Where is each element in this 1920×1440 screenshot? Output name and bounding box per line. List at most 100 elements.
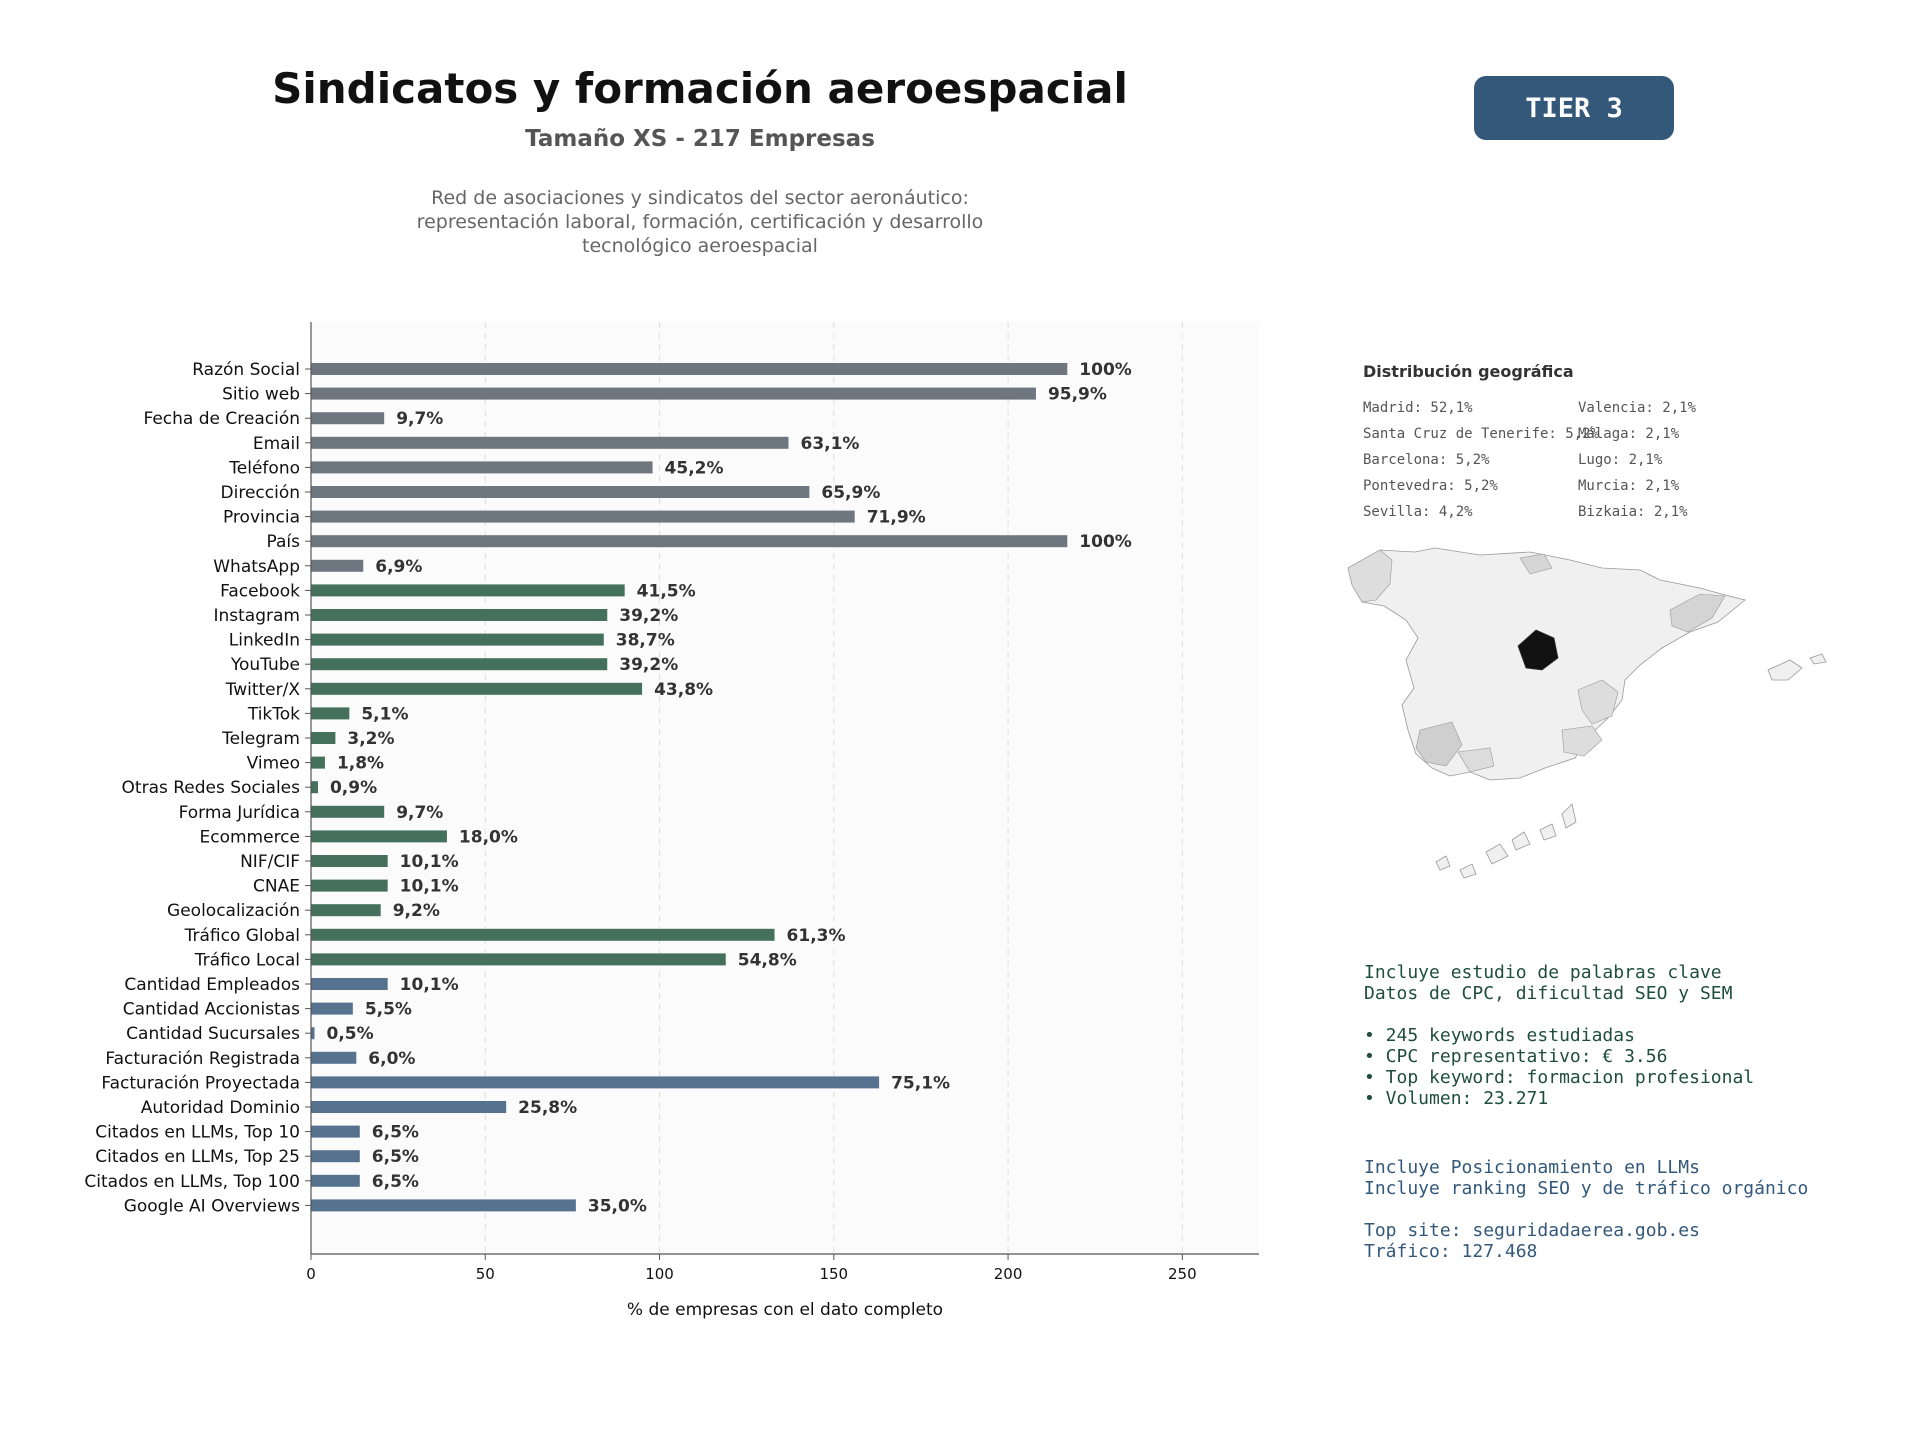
bar xyxy=(311,1174,360,1187)
plot-background xyxy=(311,322,1259,1254)
x-tick-label: 250 xyxy=(1168,1265,1197,1283)
map-region-malaga xyxy=(1457,747,1495,773)
y-tick-label: Razón Social xyxy=(192,360,300,380)
data-label: 25,8% xyxy=(518,1098,577,1118)
bar xyxy=(311,1125,360,1138)
y-tick-label: Teléfono xyxy=(228,458,300,478)
data-label: 10,1% xyxy=(400,877,459,897)
bar xyxy=(311,830,447,843)
bar xyxy=(311,387,1036,400)
x-tick-label: 150 xyxy=(819,1265,848,1283)
data-label: 0,9% xyxy=(330,778,377,798)
y-tick-label: TikTok xyxy=(247,704,300,724)
bar xyxy=(311,707,350,720)
bar xyxy=(311,486,810,498)
y-tick-label: WhatsApp xyxy=(213,557,300,577)
y-tick-label: Cantidad Sucursales xyxy=(126,1024,300,1044)
tier-badge: TIER 3 xyxy=(1474,76,1674,140)
geo-item-madrid: Madrid: 52,1% xyxy=(1363,400,1473,416)
bar xyxy=(311,461,653,474)
grid-lines xyxy=(484,322,1183,1254)
data-label: 45,2% xyxy=(665,458,724,478)
y-tick-label: Citados en LLMs, Top 10 xyxy=(95,1123,300,1143)
y-tick-label: LinkedIn xyxy=(229,631,300,651)
bar xyxy=(311,584,625,597)
y-tick-label: Facturación Proyectada xyxy=(101,1073,300,1093)
data-label: 5,5% xyxy=(365,1000,412,1020)
data-label: 10,1% xyxy=(400,852,459,872)
x-axis-label: % de empresas con el dato completo xyxy=(627,1300,943,1320)
x-ticks: 0 50 100 150 200 250 xyxy=(306,1254,1197,1283)
keyword-line: • Volumen: 23.271 xyxy=(1364,1088,1549,1109)
data-label: 43,8% xyxy=(654,680,713,700)
llm-seo-panel: Incluye Posicionamiento en LLMs Incluye … xyxy=(1364,1157,1808,1262)
keyword-line: Datos de CPC, dificultad SEO y SEM xyxy=(1364,983,1733,1004)
y-tick-label: NIF/CIF xyxy=(240,852,300,872)
bar-chart: Razón Social 100% Sitio web 95,9% Fecha de C… xyxy=(84,322,1259,1320)
y-tick-label: Twitter/X xyxy=(225,680,301,700)
y-tick-label: Instagram xyxy=(214,606,301,626)
page-title: Sindicatos y formación aeroespacial xyxy=(272,64,1128,113)
y-tick-label: CNAE xyxy=(253,877,300,897)
map-canary-islands xyxy=(1435,803,1577,879)
bar xyxy=(311,805,385,818)
map-region-galicia xyxy=(1347,549,1393,603)
keyword-line: • Top keyword: formacion profesional xyxy=(1364,1067,1755,1088)
data-label: 95,9% xyxy=(1048,385,1107,405)
bar xyxy=(311,658,608,671)
geo-item-murcia: Murcia: 2,1% xyxy=(1578,478,1680,494)
data-label: 75,1% xyxy=(891,1073,950,1093)
map-region-valencia xyxy=(1577,679,1619,725)
map-region-barcelona xyxy=(1669,593,1726,633)
geo-item-malaga: Málaga: 2,1% xyxy=(1578,426,1680,442)
map-region-murcia xyxy=(1561,725,1603,757)
data-label: 54,8% xyxy=(738,950,797,970)
y-tick-label: Google AI Overviews xyxy=(124,1196,300,1216)
data-label: 63,1% xyxy=(800,434,859,454)
y-tick-label: País xyxy=(267,532,301,552)
data-label: 0,5% xyxy=(326,1024,373,1044)
data-label: 6,5% xyxy=(372,1147,419,1167)
geo-item-valencia: Valencia: 2,1% xyxy=(1578,400,1697,416)
data-label: 65,9% xyxy=(821,483,880,503)
bars: Razón Social 100% Sitio web 95,9% Fecha de C… xyxy=(84,360,1131,1216)
y-tick-label: Email xyxy=(253,434,300,454)
bar xyxy=(311,928,775,941)
x-tick-label: 0 xyxy=(306,1265,316,1283)
data-label: 41,5% xyxy=(637,581,696,601)
y-tick-label: Facebook xyxy=(220,581,300,601)
bar xyxy=(311,1199,576,1212)
keyword-line: • 245 keywords estudiadas xyxy=(1364,1025,1635,1046)
data-label: 61,3% xyxy=(787,926,846,946)
bar xyxy=(311,1002,353,1015)
y-tick-label: Citados en LLMs, Top 100 xyxy=(84,1172,300,1192)
data-label: 100% xyxy=(1079,360,1132,380)
bar xyxy=(311,559,364,572)
data-label: 18,0% xyxy=(459,827,518,847)
bar xyxy=(311,953,726,966)
x-tick-label: 50 xyxy=(476,1265,495,1283)
spain-map xyxy=(1347,547,1827,879)
geo-item-pontevedra: Pontevedra: 5,2% xyxy=(1363,478,1498,494)
bar xyxy=(311,855,388,867)
geo-title: Distribución geográfica xyxy=(1363,362,1574,381)
data-label: 10,1% xyxy=(400,975,459,995)
bar xyxy=(311,436,789,449)
data-label: 9,7% xyxy=(396,803,443,823)
data-label: 100% xyxy=(1079,532,1132,552)
y-tick-label: Fecha de Creación xyxy=(143,409,300,429)
y-tick-label: Geolocalización xyxy=(167,901,300,921)
bar xyxy=(311,412,385,425)
bar xyxy=(311,633,604,646)
map-balearic-islands xyxy=(1767,653,1827,681)
map-region-bizkaia xyxy=(1519,553,1553,575)
keyword-study-panel: Incluye estudio de palabras clave Datos … xyxy=(1364,962,1754,1109)
keyword-line: Incluye estudio de palabras clave xyxy=(1364,962,1722,983)
map-region-madrid xyxy=(1517,629,1559,671)
data-label: 39,2% xyxy=(619,606,678,626)
bar xyxy=(311,609,608,621)
bar xyxy=(311,1150,360,1163)
geo-item-santa-cruz: Santa Cruz de Tenerife: 5,2% xyxy=(1363,426,1600,442)
data-label: 5,1% xyxy=(361,704,408,724)
data-label: 35,0% xyxy=(588,1196,647,1216)
